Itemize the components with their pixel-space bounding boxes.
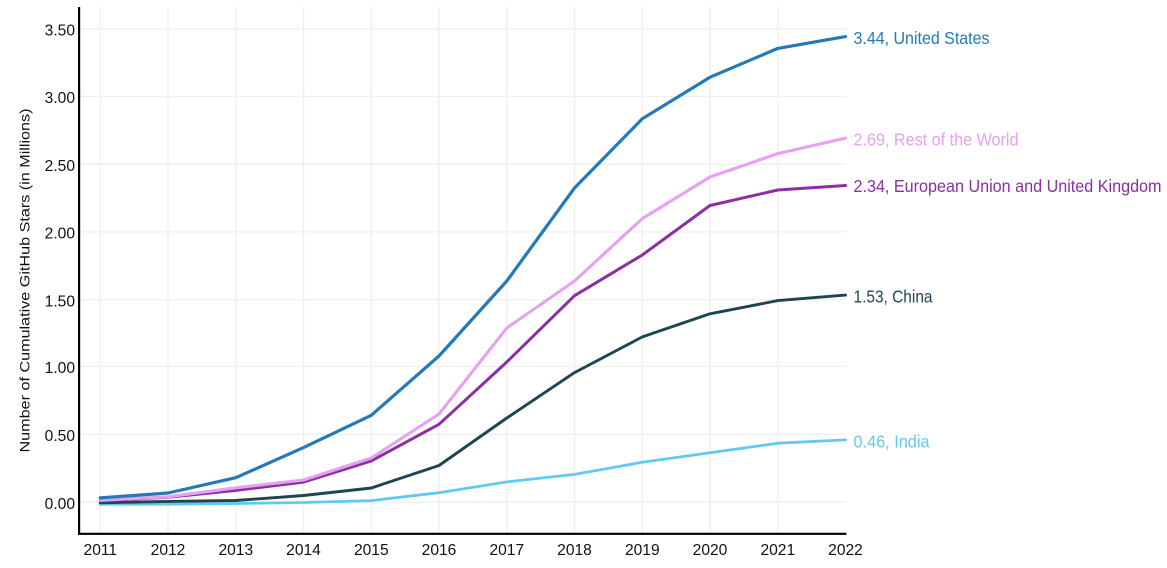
svg-text:2021: 2021: [760, 542, 795, 559]
svg-text:1.00: 1.00: [45, 360, 76, 377]
svg-text:2022: 2022: [828, 542, 863, 559]
svg-text:2.00: 2.00: [45, 226, 76, 243]
svg-text:Number of Cumulative GitHub St: Number of Cumulative GitHub Stars (in Mi…: [17, 108, 33, 452]
svg-text:0.50: 0.50: [45, 428, 76, 445]
svg-text:2.34, European Union and Unite: 2.34, European Union and United Kingdom: [854, 176, 1162, 196]
svg-text:3.00: 3.00: [45, 90, 76, 107]
svg-text:2014: 2014: [286, 542, 321, 559]
svg-text:0.00: 0.00: [45, 496, 76, 513]
svg-text:2017: 2017: [489, 542, 524, 559]
svg-text:2.50: 2.50: [45, 158, 76, 175]
svg-text:1.50: 1.50: [45, 293, 76, 310]
svg-text:2019: 2019: [625, 542, 660, 559]
svg-text:2020: 2020: [693, 542, 728, 559]
svg-text:1.53, China: 1.53, China: [854, 287, 933, 307]
svg-text:2011: 2011: [84, 542, 118, 559]
svg-text:3.44, United States: 3.44, United States: [854, 28, 990, 48]
svg-text:2016: 2016: [422, 542, 457, 559]
svg-text:2013: 2013: [218, 542, 253, 559]
svg-text:3.50: 3.50: [45, 23, 76, 40]
svg-text:2015: 2015: [354, 542, 389, 559]
svg-text:0.46, India: 0.46, India: [854, 431, 930, 451]
svg-text:2012: 2012: [151, 542, 186, 559]
svg-text:2018: 2018: [557, 542, 592, 559]
svg-text:2.69, Rest of the World: 2.69, Rest of the World: [854, 129, 1019, 149]
